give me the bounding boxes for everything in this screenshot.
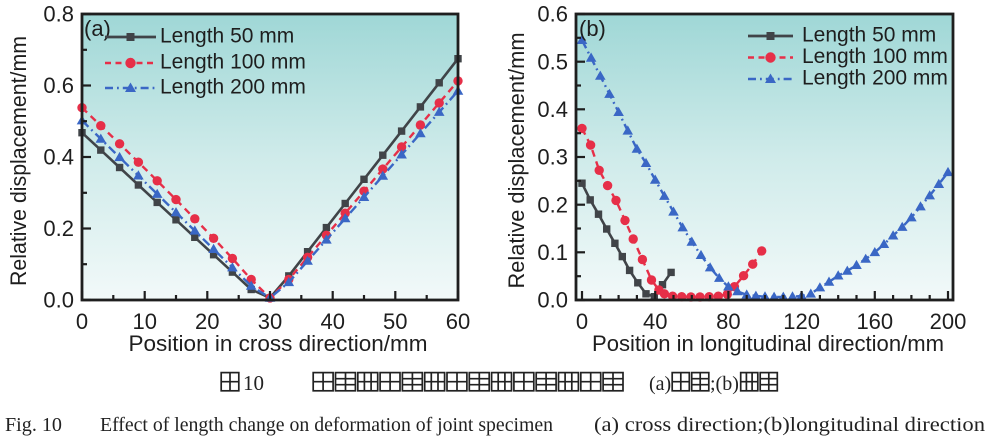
svg-text:Length 50 mm: Length 50 mm bbox=[160, 25, 294, 48]
svg-text:60: 60 bbox=[446, 309, 470, 334]
svg-text:20: 20 bbox=[195, 309, 219, 334]
svg-text:0.2: 0.2 bbox=[43, 216, 74, 241]
svg-text:0.5: 0.5 bbox=[537, 49, 568, 74]
svg-text:0.0: 0.0 bbox=[537, 288, 568, 313]
svg-text:10: 10 bbox=[132, 309, 156, 334]
svg-text:0: 0 bbox=[76, 309, 88, 334]
svg-text:120: 120 bbox=[783, 309, 820, 334]
svg-text:40: 40 bbox=[320, 309, 344, 334]
svg-text:Fig. 10: Fig. 10 bbox=[5, 414, 62, 436]
svg-text:40: 40 bbox=[643, 309, 667, 334]
svg-text:0.4: 0.4 bbox=[43, 145, 74, 170]
svg-text:Effect of length change on def: Effect of length change on deformation o… bbox=[100, 414, 553, 436]
svg-text:Position in longitudinal direc: Position in longitudinal direction/mm bbox=[592, 331, 944, 356]
svg-text:30: 30 bbox=[258, 309, 282, 334]
svg-text:Length 200 mm: Length 200 mm bbox=[802, 67, 948, 90]
svg-text:50: 50 bbox=[383, 309, 407, 334]
svg-text:Relative displacement/mm: Relative displacement/mm bbox=[504, 33, 529, 289]
svg-text:0: 0 bbox=[576, 309, 588, 334]
svg-text:Position in cross direction/mm: Position in cross direction/mm bbox=[129, 331, 428, 356]
svg-text:Length 200 mm: Length 200 mm bbox=[160, 76, 306, 99]
svg-text:0.4: 0.4 bbox=[537, 97, 568, 122]
svg-text:200: 200 bbox=[930, 309, 967, 334]
svg-text:(a) cross direction;(b)longitu: (a) cross direction;(b)longitudinal dire… bbox=[594, 414, 985, 436]
svg-text:Length 100 mm: Length 100 mm bbox=[802, 45, 948, 68]
svg-text:0.1: 0.1 bbox=[537, 240, 568, 265]
svg-text:Length 100 mm: Length 100 mm bbox=[160, 51, 306, 74]
svg-text:0.2: 0.2 bbox=[537, 192, 568, 217]
svg-text:(a): (a) bbox=[649, 373, 671, 395]
svg-text:;(b): ;(b) bbox=[710, 373, 739, 395]
svg-text:10: 10 bbox=[243, 371, 264, 395]
svg-text:Length 50 mm: Length 50 mm bbox=[802, 24, 936, 47]
svg-text:160: 160 bbox=[856, 309, 893, 334]
svg-text:(b): (b) bbox=[579, 16, 606, 41]
svg-text:80: 80 bbox=[716, 309, 740, 334]
svg-text:Relative displacement/mm: Relative displacement/mm bbox=[6, 36, 31, 286]
svg-text:0.3: 0.3 bbox=[537, 145, 568, 170]
svg-text:0.6: 0.6 bbox=[537, 2, 568, 27]
svg-text:0.8: 0.8 bbox=[43, 2, 74, 27]
svg-text:0.0: 0.0 bbox=[43, 288, 74, 313]
svg-text:0.6: 0.6 bbox=[43, 73, 74, 98]
